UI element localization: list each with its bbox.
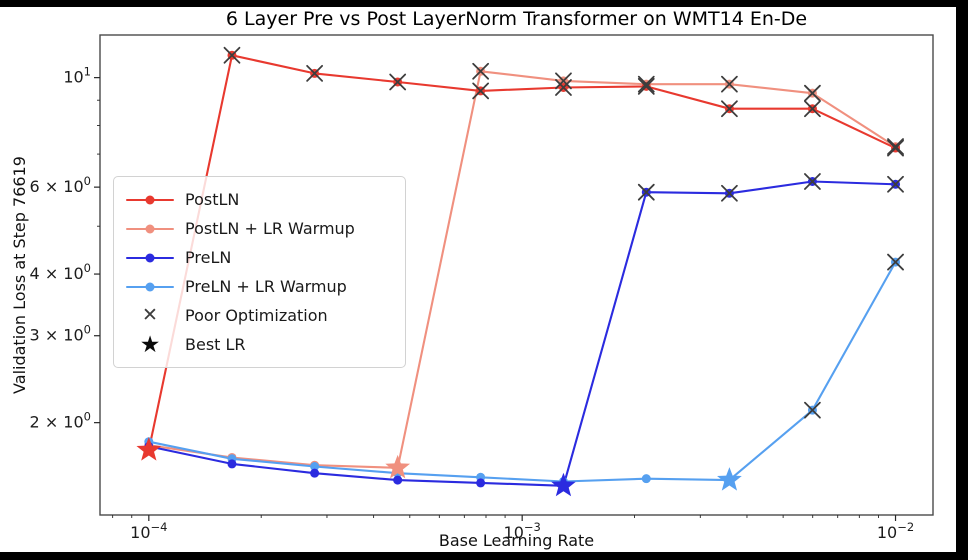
y-tick-label: 4 × 100 bbox=[30, 261, 91, 283]
poor-optimization-x-marker-postln bbox=[555, 79, 572, 96]
best-lr-star-marker-preln-lr-warmup bbox=[717, 467, 742, 491]
poor-optimization-x-marker-postln bbox=[306, 64, 324, 82]
legend-label: PreLN + LR Warmup bbox=[185, 277, 347, 296]
poor-optimization-x-marker-postln-lr-warmup bbox=[555, 72, 572, 90]
data-point-preln-lr-warmup bbox=[310, 462, 320, 472]
legend-item-best-lr: ★ Best LR bbox=[124, 330, 395, 359]
legend-label: PostLN + LR Warmup bbox=[185, 219, 355, 238]
poor-optimization-x-marker-preln bbox=[887, 175, 904, 193]
legend-label: PreLN bbox=[185, 248, 232, 267]
best-lr-star-marker-preln bbox=[551, 472, 576, 497]
y-tick-label: 6 × 100 bbox=[30, 174, 91, 196]
poor-optimization-x-marker-postln-lr-warmup bbox=[804, 84, 821, 102]
x-axis-label: Base Learning Rate bbox=[438, 531, 595, 550]
data-point-preln bbox=[310, 468, 320, 478]
legend-item-preln-warmup: PreLN + LR Warmup bbox=[124, 272, 395, 301]
x-tick-label: 10−3 bbox=[504, 520, 541, 542]
data-point-preln bbox=[393, 475, 403, 485]
legend-item-preln: PreLN bbox=[124, 243, 395, 272]
poor-optimization-x-marker-postln-lr-warmup bbox=[637, 75, 655, 93]
data-point-preln bbox=[476, 478, 486, 488]
preln-warmup-line-swatch bbox=[124, 277, 176, 297]
poor-optimization-x-marker-postln bbox=[637, 77, 655, 95]
poor-optimization-x-marker-preln bbox=[637, 183, 655, 201]
postln-line-swatch bbox=[124, 190, 176, 210]
legend-label: Poor Optimization bbox=[185, 306, 328, 325]
legend: PostLN PostLN + LR Warmup PreLN PreLN + … bbox=[113, 176, 406, 368]
legend-item-poor-optimization: ✕ Poor Optimization bbox=[124, 301, 395, 330]
y-tick-label: 101 bbox=[63, 65, 91, 87]
poor-optimization-x-marker-postln-lr-warmup bbox=[721, 75, 738, 93]
poor-optimization-x-marker-postln bbox=[721, 100, 738, 118]
legend-label: PostLN bbox=[185, 190, 240, 209]
y-tick-label: 2 × 100 bbox=[30, 410, 91, 432]
poor-optimization-x-marker-postln-lr-warmup bbox=[887, 138, 904, 155]
star-marker-icon: ★ bbox=[139, 331, 161, 358]
poor-optimization-x-marker-preln bbox=[721, 184, 738, 202]
poor-optimization-x-marker-postln bbox=[389, 73, 407, 91]
data-point-preln bbox=[227, 459, 237, 469]
postln-warmup-line-swatch bbox=[124, 219, 176, 239]
x-marker-icon: ✕ bbox=[142, 304, 158, 326]
poor-optimization-x-marker-postln bbox=[472, 82, 490, 100]
series-line-postln bbox=[147, 54, 896, 451]
poor-optimization-x-marker-postln bbox=[887, 139, 904, 157]
poor-optimization-x-marker-postln bbox=[223, 46, 241, 64]
poor-optimization-x-marker-preln-lr-warmup bbox=[887, 253, 904, 271]
series-line-preln-lr-warmup bbox=[148, 261, 897, 483]
plot-frame bbox=[99, 34, 934, 516]
data-point-preln-lr-warmup bbox=[641, 474, 651, 484]
poor-optimization-x-marker-postln-lr-warmup bbox=[472, 62, 490, 80]
legend-item-postln-warmup: PostLN + LR Warmup bbox=[124, 214, 395, 243]
legend-label: Best LR bbox=[185, 335, 246, 354]
series-line-preln bbox=[148, 180, 896, 487]
best-lr-star-marker-postln bbox=[136, 437, 162, 461]
series-line-postln-lr-warmup bbox=[148, 70, 897, 469]
best-lr-star-marker-postln-lr-warmup bbox=[385, 454, 411, 479]
legend-item-postln: PostLN bbox=[124, 185, 395, 214]
y-tick-label: 3 × 100 bbox=[30, 323, 91, 345]
poor-optimization-x-marker-preln bbox=[804, 173, 821, 190]
figure-canvas: 6 Layer Pre vs Post LayerNorm Transforme… bbox=[0, 7, 956, 552]
poor-optimization-x-marker-preln-lr-warmup bbox=[804, 401, 821, 419]
poor-optimization-x-marker-postln bbox=[804, 100, 821, 118]
chart-title: 6 Layer Pre vs Post LayerNorm Transforme… bbox=[225, 8, 808, 30]
preln-line-swatch bbox=[124, 248, 176, 268]
